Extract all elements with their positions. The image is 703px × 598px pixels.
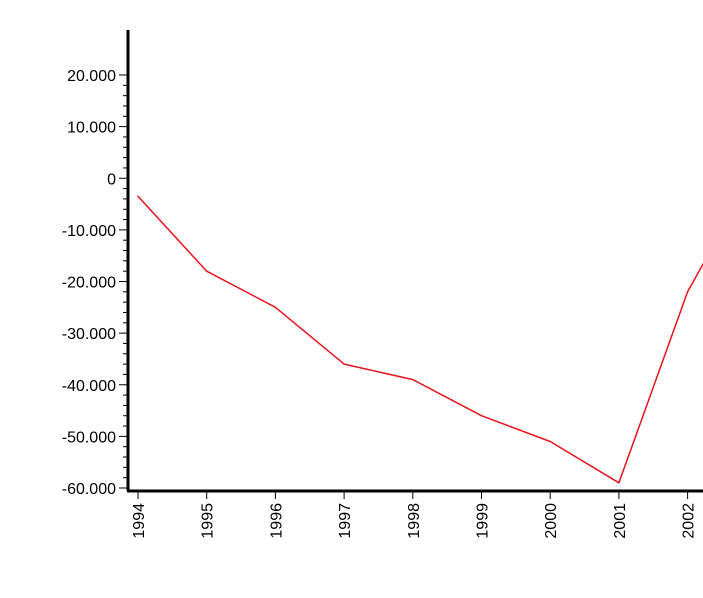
data-point	[137, 195, 139, 198]
y-tick-label: -20.000	[62, 275, 116, 292]
x-tick-label: 1996	[268, 503, 285, 539]
x-tick-label: 1999	[475, 503, 492, 539]
data-point	[480, 414, 483, 417]
y-tick-label: -10.000	[62, 223, 116, 240]
x-tick-label: 1998	[406, 503, 423, 539]
data-point	[205, 270, 208, 273]
x-tick-label: 2001	[612, 503, 629, 539]
y-tick-label: 0	[107, 171, 116, 188]
data-point	[618, 482, 620, 484]
x-axis: 1994 1995 1996 1997 1998 1999 2000 2001 2002	[127, 489, 703, 539]
series-line	[137, 195, 703, 484]
data-point	[412, 378, 414, 381]
x-tick-label: 2000	[543, 503, 560, 539]
x-tick-label: 1997	[337, 503, 354, 539]
data-point	[686, 291, 689, 293]
data-point	[343, 363, 345, 365]
y-tick-label: -60.000	[62, 481, 116, 498]
data-point	[274, 306, 277, 309]
x-tick-label: 1995	[200, 503, 217, 539]
plot-area	[137, 195, 703, 484]
y-tick-label: 20.000	[67, 68, 116, 85]
y-tick-label: -40.000	[62, 378, 116, 395]
y-tick-label: 10.000	[67, 120, 116, 137]
x-tick-label: 2002	[681, 503, 698, 539]
y-tick-label: -50.000	[62, 429, 116, 446]
data-point	[549, 440, 551, 443]
x-tick-label: 1994	[131, 503, 148, 539]
y-axis: -60.000 -50.000 -40.000 -30.000 -20.000 -10.0…	[62, 30, 130, 498]
y-tick-label: -30.000	[62, 326, 116, 343]
